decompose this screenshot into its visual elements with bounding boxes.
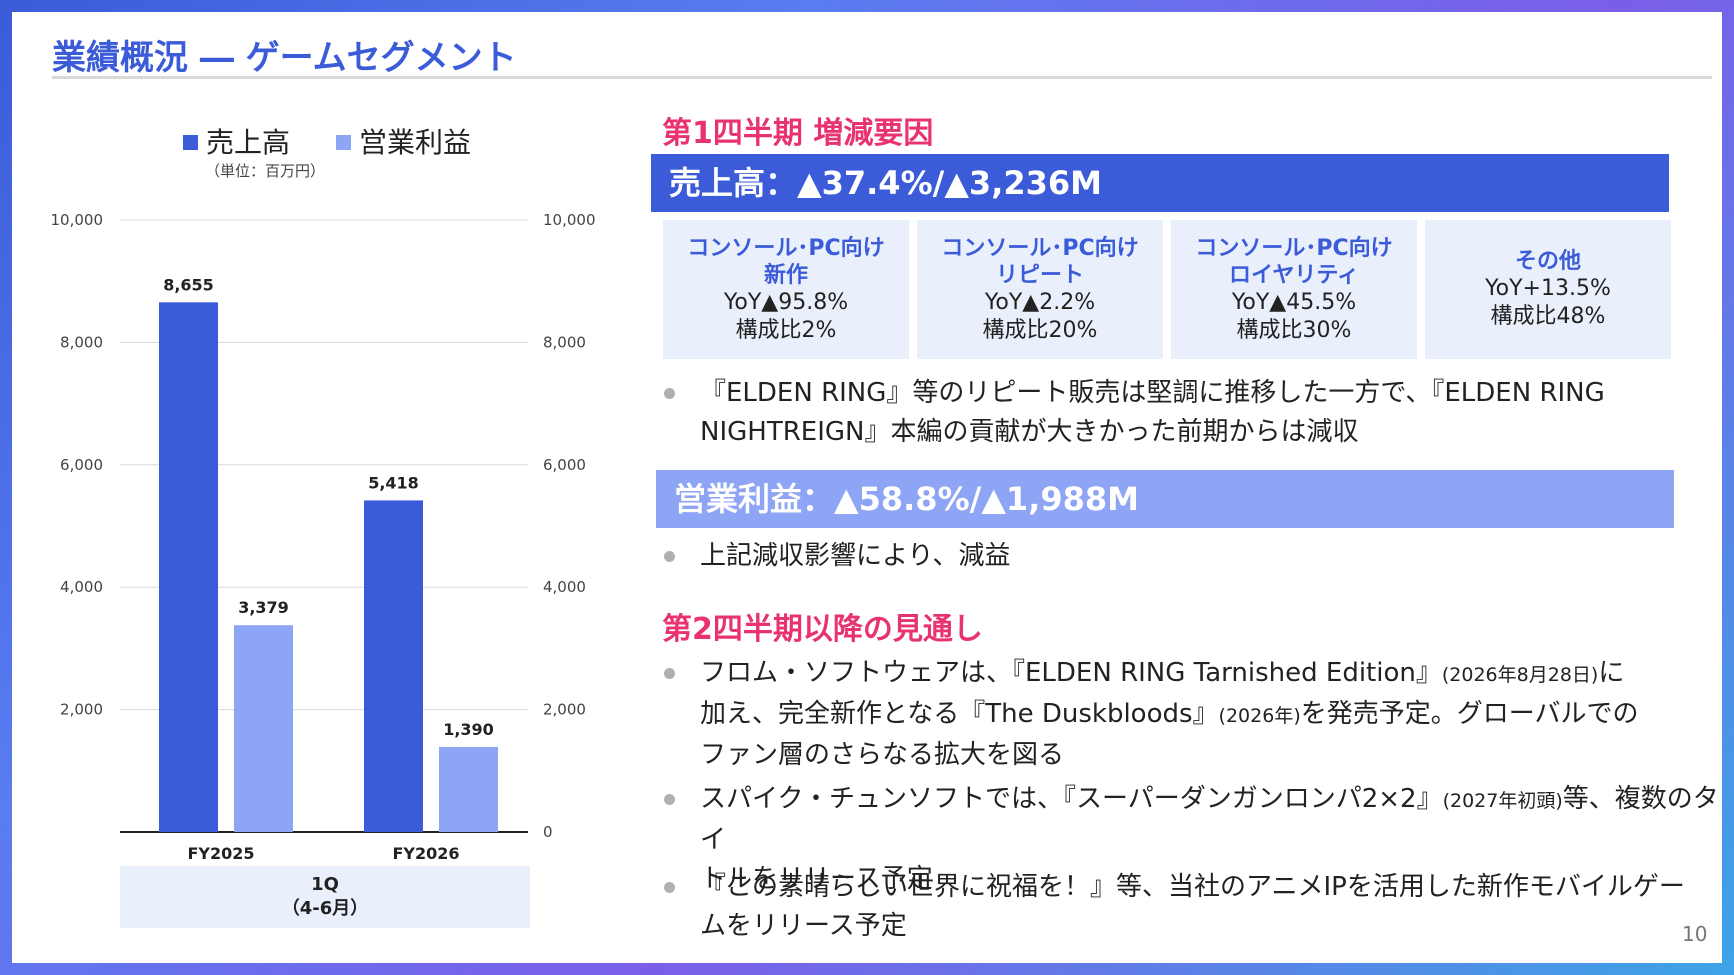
category-label: FY2025 (187, 844, 254, 863)
chart-legend: 売上高 営業利益 （単位：百万円） (183, 126, 471, 180)
legend-label-op-income: 営業利益 (359, 126, 471, 159)
right-tick-label: 10,000 (543, 211, 596, 229)
box-yoy: YoY▲2.2% (984, 289, 1096, 315)
sales-note: 『ELDEN RING』等のリピート販売は堅調に推移した一方で、『ELDEN R… (664, 374, 1605, 452)
breakdown-box-new-titles: コンソール･PC向け 新作 YoY▲95.8% 構成比2% (663, 220, 909, 359)
op-income-note: 上記減収影響により、減益 (663, 537, 1011, 576)
bar-op-income (439, 746, 498, 832)
text: ファン層のさらなる拡大を図る (700, 740, 1065, 770)
right-tick-label: 6,000 (543, 456, 586, 474)
legend-swatch-sales (183, 135, 198, 150)
box-title: コンソール･PC向け 新作 (687, 235, 885, 288)
data-label: 3,379 (238, 598, 289, 617)
text: スパイク・チュンソフトでは、『スーパーダンガンロンパ2×2』 (700, 784, 1443, 814)
box-share: 構成比48% (1490, 304, 1606, 329)
text: トルをリリース予定 (700, 864, 933, 894)
period-box: 1Q （4-6月） (120, 866, 530, 928)
breakdown-box-royalty: コンソール･PC向け ロイヤリティ YoY▲45.5% 構成比30% (1171, 220, 1417, 359)
left-tick-label: 8,000 (60, 333, 103, 351)
box-share: 構成比30% (1236, 317, 1352, 343)
period-quarter: 1Q (311, 874, 339, 895)
right-tick-label: 4,000 (543, 578, 586, 596)
box-share: 構成比20% (982, 317, 1098, 343)
sales-note-line-2: NIGHTREIGN』本編の貢献が大きかった前期からは減収 (700, 417, 1359, 447)
bar-sales (364, 500, 423, 832)
text: フロム・ソフトウェアは、『ELDEN RING Tarnished Editio… (700, 658, 1442, 688)
sales-change-bar: 売上高：▲37.4%/▲3,236M (651, 154, 1669, 212)
chart-ticks: 10,000 10,000 8,000 8,000 6,000 6,000 4,000 4,0… (51, 211, 596, 841)
op-income-note-line: 上記減収影響により、減益 (700, 541, 1011, 571)
data-label: 8,655 (163, 275, 214, 294)
op-income-change-bar: 営業利益：▲58.8%/▲1,988M (656, 470, 1674, 528)
breakdown-box-repeat: コンソール･PC向け リピート YoY▲2.2% 構成比20% (917, 220, 1163, 359)
box-title: その他 (1514, 249, 1581, 274)
release-date: (2026年) (1218, 705, 1301, 727)
bar-op-income (234, 625, 293, 832)
data-label: 1,390 (443, 720, 494, 739)
chart-data-labels: 8,655 3,379 5,418 1,390 (163, 275, 494, 739)
text: ムをリリース予定 (700, 911, 907, 941)
chart-categories: FY2025 FY2026 (187, 844, 459, 863)
sales-note-line-1: 『ELDEN RING』等のリピート販売は堅調に推移した一方で、『ELDEN R… (700, 378, 1605, 408)
left-tick-label: 4,000 (60, 578, 103, 596)
right-tick-label: 2,000 (543, 701, 586, 719)
page-number: 10 (1682, 922, 1708, 946)
release-date: (2027年初頭) (1442, 790, 1563, 812)
outlook-bullet-fromsoftware: フロム・ソフトウェアは、『ELDEN RING Tarnished Editio… (663, 654, 1639, 775)
box-title: コンソール･PC向け ロイヤリティ (1195, 235, 1393, 288)
left-tick-label: 6,000 (60, 456, 103, 474)
release-date: (2026年8月28日) (1441, 664, 1599, 686)
chart-bars (159, 302, 498, 833)
outlook-bullet-mobile: 『この素晴らしい世界に祝福を！』等、当社のアニメIPを活用した新作モバイルゲー … (664, 868, 1685, 946)
bar-sales (159, 302, 218, 833)
left-tick-label: 2,000 (60, 701, 103, 719)
text: を発売予定。グローバルでの (1300, 699, 1639, 729)
page-title: 業績概況 ― ゲームセグメント (52, 38, 517, 78)
right-tick-label: 8,000 (543, 333, 586, 351)
box-yoy: YoY▲45.5% (1231, 289, 1357, 315)
box-share: 構成比2% (735, 317, 837, 343)
legend-swatch-op-income (336, 135, 351, 150)
category-label: FY2026 (392, 844, 459, 863)
text: 等、複数のタイ (700, 784, 1719, 855)
text: 加え、完全新作となる『The Duskbloods』 (700, 699, 1219, 729)
q1-heading: 第1四半期 増減要因 (662, 116, 934, 151)
bar-chart: 売上高 営業利益 （単位：百万円） 10,000 10,000 8,000 8,000… (51, 126, 596, 863)
legend-label-sales: 売上高 (206, 126, 290, 159)
unit-label: （単位：百万円） (205, 162, 325, 180)
period-months: （4-6月） (281, 898, 369, 919)
box-yoy: YoY▲95.8% (723, 289, 849, 315)
left-tick-label: 10,000 (51, 211, 104, 229)
box-yoy: YoY+13.5% (1485, 276, 1611, 301)
box-title: コンソール･PC向け リピート (941, 235, 1139, 288)
title-divider (52, 76, 1712, 79)
data-label: 5,418 (368, 473, 419, 492)
outlook-bullet-spike-chunsoft: スパイク・チュンソフトでは、『スーパーダンガンロンパ2×2』(2027年初頭)等… (664, 780, 1734, 899)
right-tick-label: 0 (543, 823, 553, 841)
breakdown-box-other: その他 YoY+13.5% 構成比48% (1425, 220, 1671, 359)
outlook-heading: 第2四半期以降の見通し (662, 612, 983, 647)
text: 『この素晴らしい世界に祝福を！』等、当社のアニメIPを活用した新作モバイルゲー (700, 872, 1685, 902)
text: に (1598, 658, 1625, 688)
